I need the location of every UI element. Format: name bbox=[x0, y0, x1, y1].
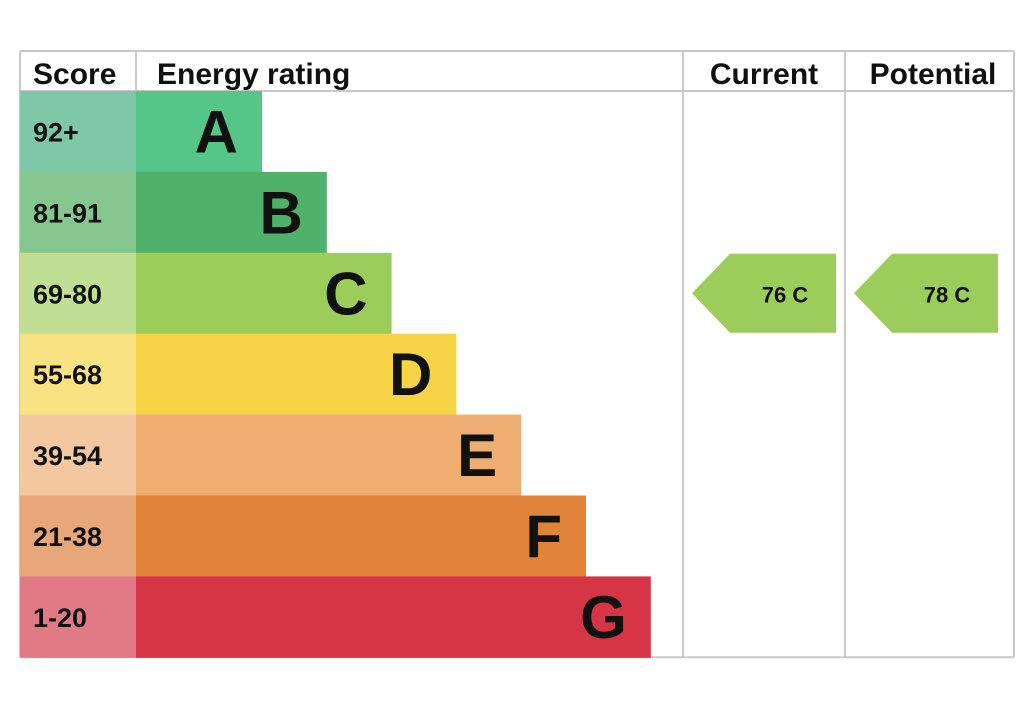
band-row-b: 81-91 B bbox=[20, 171, 327, 254]
score-cell-d bbox=[20, 333, 136, 416]
band-letter-g: G bbox=[580, 584, 627, 651]
rating-arrows: 76 C 78 C bbox=[692, 253, 998, 333]
band-letter-b: B bbox=[259, 179, 302, 246]
potential-rating-arrow-label: 78 C bbox=[924, 282, 971, 307]
current-rating-arrow: 76 C bbox=[692, 253, 836, 333]
score-label-f: 21-38 bbox=[33, 522, 102, 552]
score-cell-f bbox=[20, 495, 136, 577]
band-letter-f: F bbox=[525, 503, 562, 570]
score-cell-c bbox=[20, 252, 136, 335]
band-bar-a bbox=[136, 91, 262, 173]
band-bar-d bbox=[136, 333, 457, 416]
band-row-a: 92+ A bbox=[20, 91, 262, 173]
score-cell-e bbox=[20, 414, 136, 496]
band-row-f: 21-38 F bbox=[20, 495, 586, 577]
band-bar-c bbox=[136, 252, 392, 335]
score-cell-g bbox=[20, 576, 136, 658]
potential-header: Potential bbox=[870, 58, 997, 91]
band-letter-d: D bbox=[389, 341, 432, 408]
current-rating-arrow-shape bbox=[692, 253, 836, 333]
band-row-e: 39-54 E bbox=[20, 414, 522, 496]
band-letter-c: C bbox=[324, 260, 367, 327]
band-letter-a: A bbox=[195, 98, 238, 165]
score-label-g: 1-20 bbox=[33, 603, 87, 633]
score-label-d: 55-68 bbox=[33, 360, 102, 390]
score-label-e: 39-54 bbox=[33, 441, 102, 471]
header-row: Score Energy rating Current Potential bbox=[33, 58, 996, 91]
band-row-d: 55-68 D bbox=[20, 333, 457, 416]
current-header: Current bbox=[710, 58, 818, 91]
band-bar-f bbox=[136, 495, 586, 577]
band-bar-g bbox=[136, 576, 651, 658]
score-label-a: 92+ bbox=[33, 117, 79, 147]
potential-rating-arrow-shape bbox=[854, 253, 998, 333]
score-label-b: 81-91 bbox=[33, 198, 102, 228]
score-cell-a bbox=[20, 91, 136, 173]
band-letter-e: E bbox=[457, 422, 497, 489]
band-bar-b bbox=[136, 171, 327, 254]
band-bar-e bbox=[136, 414, 522, 496]
potential-rating-arrow: 78 C bbox=[854, 253, 998, 333]
current-rating-arrow-label: 76 C bbox=[762, 282, 809, 307]
score-cell-b bbox=[20, 171, 136, 254]
energy-rating-header: Energy rating bbox=[157, 58, 350, 91]
score-label-c: 69-80 bbox=[33, 279, 102, 309]
score-header: Score bbox=[33, 58, 116, 91]
band-row-g: 1-20 G bbox=[20, 576, 651, 658]
band-row-c: 69-80 C bbox=[20, 252, 392, 335]
rating-bands: 92+ A 81-91 B 69-80 C 55-68 D 39-54 E 21-38 F 1-20 G bbox=[20, 91, 651, 658]
